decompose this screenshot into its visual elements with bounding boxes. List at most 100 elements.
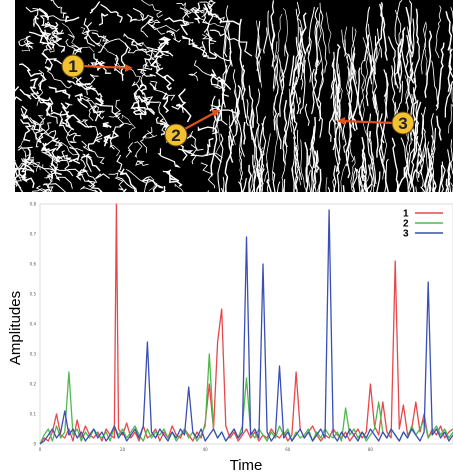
edge-stroke: [99, 95, 119, 118]
edge-stroke: [391, 137, 399, 192]
edge-stroke: [365, 6, 373, 85]
edge-stroke: [441, 161, 446, 192]
edge-stroke: [44, 188, 53, 192]
edge-stroke: [316, 55, 324, 110]
edge-stroke: [232, 69, 239, 137]
edge-stroke: [294, 144, 299, 192]
edge-stroke: [300, 12, 307, 55]
y-axis-ticks: 0 0.1 0.2 0.3 0.4 0.5 0.6 0.7 0.8: [30, 202, 37, 447]
edge-stroke: [104, 38, 147, 54]
edge-stroke: [49, 26, 61, 39]
edge-stroke: [445, 11, 453, 51]
edge-stroke: [228, 108, 235, 146]
edge-stroke: [95, 173, 111, 180]
edge-stroke: [304, 142, 309, 192]
marker-2-arrow: [182, 111, 217, 131]
edge-stroke: [264, 133, 271, 182]
edge-stroke: [40, 117, 57, 140]
edge-stroke: [147, 178, 164, 192]
edge-stroke: [42, 142, 59, 170]
edge-stroke: [251, 106, 254, 140]
edge-stroke: [340, 163, 346, 192]
marker-2-annotation: 2: [164, 110, 220, 147]
edge-stroke: [53, 38, 66, 53]
edge-stroke: [249, 165, 256, 192]
edge-stroke: [242, 88, 247, 119]
y-tick-label: 0: [33, 442, 36, 447]
edge-stroke: [95, 97, 105, 106]
edge-stroke: [347, 66, 353, 103]
edge-stroke: [81, 153, 101, 172]
edge-stroke: [201, 41, 218, 60]
edge-stroke: [444, 46, 453, 118]
edge-stroke: [307, 6, 315, 83]
edge-stroke: [89, 1, 101, 14]
edge-stroke: [20, 108, 37, 130]
edge-stroke: [314, 58, 318, 81]
edge-stroke: [420, 142, 426, 187]
edge-stroke: [254, 88, 261, 146]
edge-stroke: [283, 179, 286, 192]
edge-stroke: [256, 38, 261, 83]
edge-stroke: [271, 102, 278, 181]
edge-stroke: [140, 18, 154, 38]
edge-stroke: [117, 176, 136, 192]
edge-stroke: [79, 119, 90, 129]
edge-stroke: [263, 27, 268, 54]
x-tick-label: 80: [368, 447, 374, 452]
edge-stroke: [361, 168, 366, 192]
edge-stroke: [117, 116, 132, 126]
edge-stroke: [68, 146, 81, 165]
edge-stroke: [292, 108, 298, 139]
edge-stroke: [406, 26, 412, 110]
edge-stroke: [157, 148, 181, 168]
x-tick-label: 60: [285, 447, 291, 452]
edge-stroke: [266, 178, 272, 192]
edge-stroke: [48, 86, 71, 99]
edge-stroke: [46, 70, 72, 89]
edge-stroke: [102, 121, 112, 129]
edge-stroke: [430, 135, 436, 192]
edge-stroke: [413, 41, 420, 83]
edge-stroke: [88, 85, 103, 98]
edge-stroke: [328, 102, 335, 142]
edge-stroke: [438, 164, 443, 192]
edge-stroke: [203, 3, 241, 26]
edge-stroke: [28, 30, 48, 37]
y-tick-label: 0.3: [30, 352, 37, 357]
edge-stroke: [60, 102, 75, 131]
edge-stroke: [376, 28, 382, 58]
edge-stroke: [131, 81, 154, 106]
edge-stroke: [121, 114, 136, 139]
edge-stroke: [217, 133, 224, 192]
edge-stroke: [42, 183, 54, 192]
edge-stroke: [98, 12, 109, 26]
edge-stroke: [383, 69, 389, 97]
edge-stroke: [80, 27, 99, 36]
marker-2-arrowhead: [211, 110, 220, 117]
edge-stroke: [320, 10, 328, 73]
edge-stroke: [20, 105, 29, 120]
edge-stroke: [420, 186, 426, 192]
edge-stroke: [333, 137, 340, 173]
edge-stroke: [108, 172, 125, 192]
edge-stroke: [317, 182, 321, 192]
edge-stroke: [181, 35, 204, 50]
edge-stroke: [80, 153, 98, 183]
marker-3-annotation: 3: [337, 111, 415, 135]
edge-stroke: [162, 170, 183, 187]
edge-stroke: [61, 150, 73, 163]
edge-stroke: [158, 40, 169, 48]
legend: 123: [403, 209, 443, 240]
edge-stroke: [239, 132, 243, 180]
edge-stroke: [394, 0, 403, 48]
marker-2-label: 2: [171, 126, 180, 145]
edge-stroke: [449, 48, 453, 71]
edge-stroke: [238, 18, 246, 92]
marker-2-badge: [164, 123, 188, 147]
marker-1-label: 1: [68, 57, 77, 76]
x-axis-ticks: 0 20 40 60 80: [39, 447, 374, 452]
edge-stroke: [272, 41, 278, 92]
edge-stroke: [75, 169, 89, 181]
y-tick-label: 0.5: [30, 292, 37, 297]
